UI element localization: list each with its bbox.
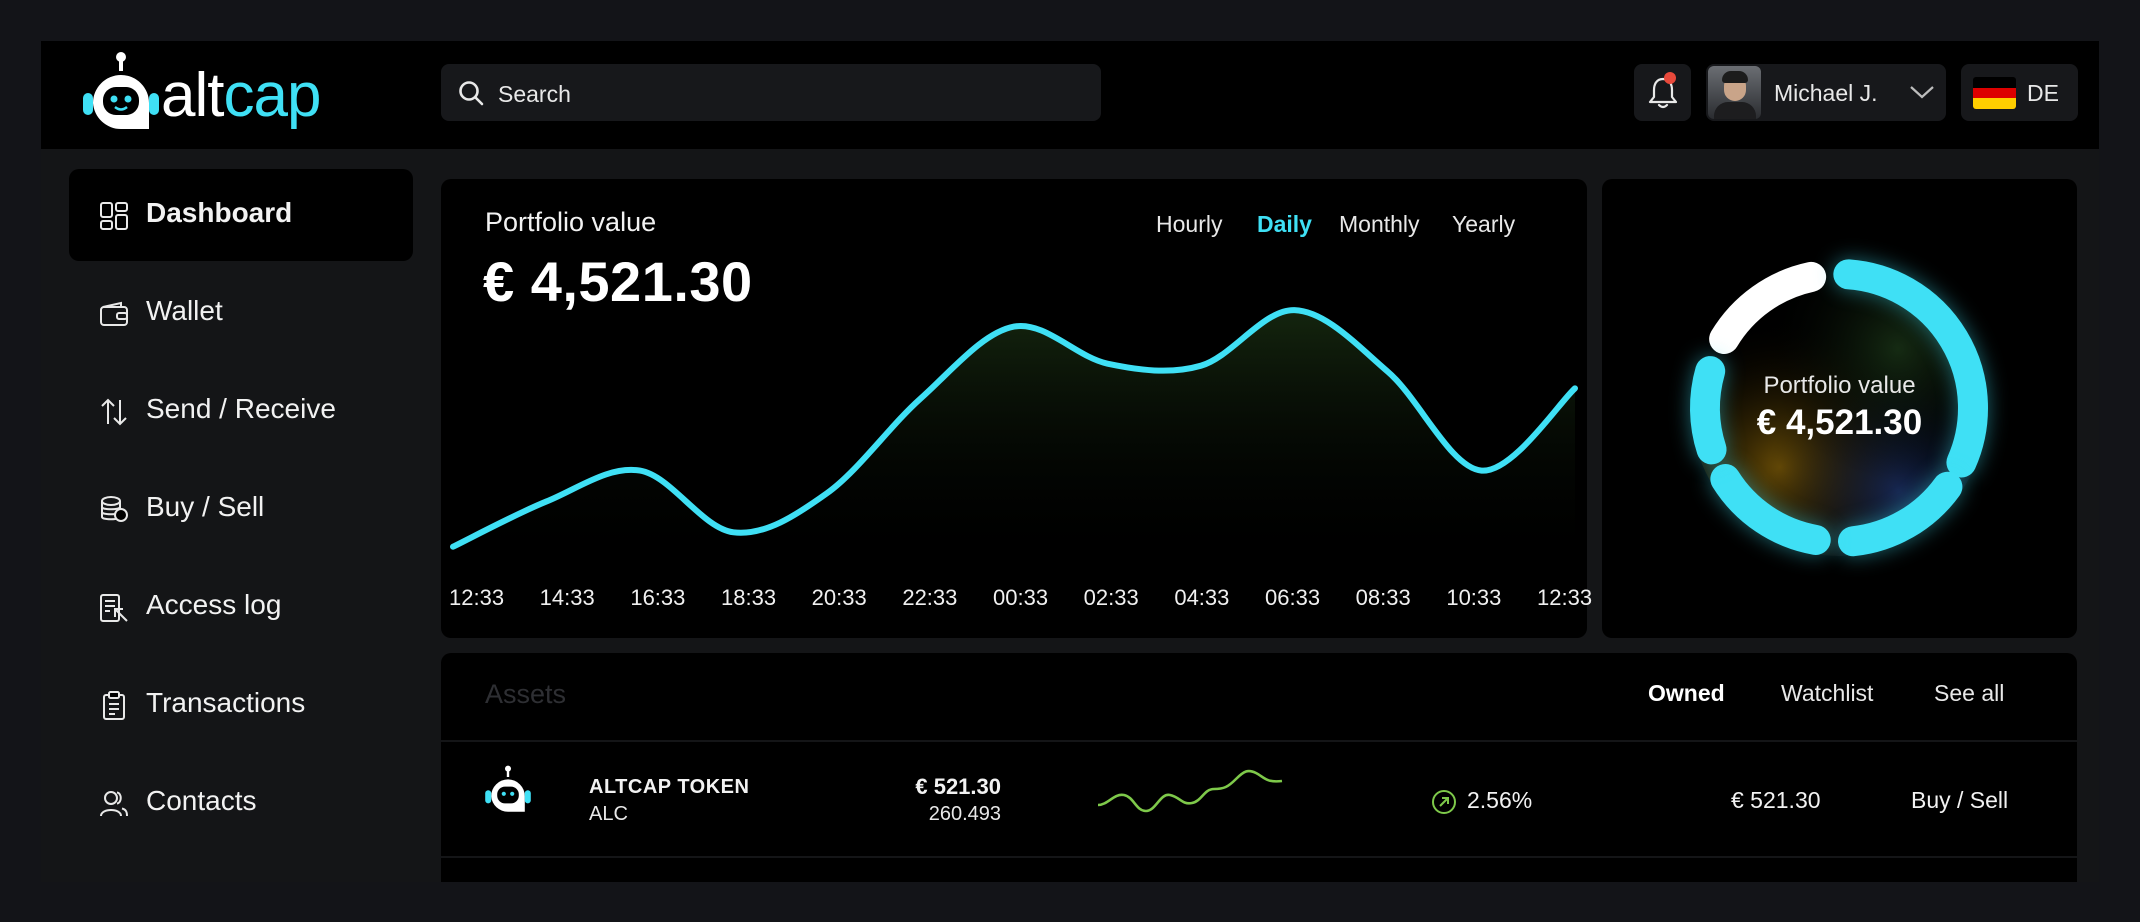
x-tick-label: 16:33 bbox=[630, 585, 686, 610]
donut-center-label: Portfolio value bbox=[1763, 372, 1916, 399]
tab-owned[interactable]: Owned bbox=[1648, 680, 1725, 706]
language-selector[interactable]: DE bbox=[1961, 64, 2078, 121]
x-tick-label: 12:33 bbox=[1537, 585, 1593, 610]
logo-text-part2: cap bbox=[223, 61, 321, 130]
chart-area-fill bbox=[453, 310, 1575, 567]
user-menu[interactable]: Michael J. bbox=[1706, 64, 1946, 121]
x-tick-label: 10:33 bbox=[1446, 585, 1502, 610]
portfolio-donut-chart[interactable] bbox=[1602, 179, 2077, 638]
search-placeholder: Search bbox=[498, 81, 571, 107]
x-tick-label: 00:33 bbox=[993, 585, 1049, 610]
sidebar-item-access-log[interactable]: Access log bbox=[69, 561, 413, 653]
donut-segment bbox=[1833, 259, 1988, 478]
sidebar-item-send-receive[interactable]: Send / Receive bbox=[69, 365, 413, 457]
sidebar-item-label: Wallet bbox=[146, 295, 223, 326]
asset-name: ALTCAP TOKEN bbox=[589, 776, 750, 798]
germany-flag-icon bbox=[1973, 77, 2016, 109]
x-tick-label: 04:33 bbox=[1174, 585, 1230, 610]
sidebar-item-label: Dashboard bbox=[146, 197, 293, 228]
logo-text-part1: alt bbox=[161, 61, 224, 130]
language-code: DE bbox=[2027, 80, 2059, 106]
buy-sell-button[interactable]: Buy / Sell bbox=[1911, 787, 2009, 813]
sidebar-item-wallet[interactable]: Wallet bbox=[69, 267, 413, 359]
wallet-icon bbox=[100, 301, 128, 326]
asset-amount: 260.493 bbox=[928, 803, 1001, 825]
portfolio-value: € 4,521.30 bbox=[483, 250, 753, 313]
app-logo[interactable]: altcap bbox=[81, 51, 341, 141]
users-icon bbox=[100, 791, 128, 817]
notifications-button[interactable] bbox=[1634, 64, 1691, 121]
portfolio-line-chart[interactable] bbox=[441, 179, 1587, 638]
chart-series-line bbox=[450, 307, 1578, 550]
coins-icon bbox=[101, 496, 128, 522]
chevron-down-icon bbox=[1910, 86, 1934, 99]
asset-value: € 521.30 bbox=[1731, 787, 1821, 813]
top-bar: altcap Search Michael J. bbox=[41, 41, 2099, 149]
sidebar-item-dashboard[interactable]: Dashboard bbox=[69, 169, 413, 261]
arrow-up-right-icon bbox=[1432, 790, 1456, 814]
tab-see-all[interactable]: See all bbox=[1934, 680, 2005, 706]
sidebar-item-contacts[interactable]: Contacts bbox=[69, 757, 413, 849]
donut-segment bbox=[1690, 356, 1727, 465]
period-tab-monthly[interactable]: Monthly bbox=[1339, 211, 1420, 237]
x-tick-label: 08:33 bbox=[1355, 585, 1411, 610]
x-tick-label: 22:33 bbox=[902, 585, 958, 610]
portfolio-chart-panel: Portfolio value € 4,521.30 Hourly Daily … bbox=[441, 179, 1592, 638]
robot-logo-icon bbox=[83, 52, 159, 130]
app-window: altcap Search Michael J. bbox=[41, 41, 2099, 882]
avatar bbox=[1708, 66, 1761, 119]
sidebar-item-label: Access log bbox=[146, 589, 282, 620]
period-tab-hourly[interactable]: Hourly bbox=[1156, 211, 1223, 237]
assets-title: Assets bbox=[485, 679, 567, 709]
tab-watchlist[interactable]: Watchlist bbox=[1781, 680, 1874, 706]
donut-center-value: € 4,521.30 bbox=[1756, 403, 1923, 442]
altcap-token-icon bbox=[485, 765, 531, 812]
x-tick-label: 20:33 bbox=[811, 585, 867, 610]
row-divider bbox=[441, 856, 2077, 858]
sidebar: Dashboard Wallet Send / Receive bbox=[41, 149, 441, 882]
dashboard-icon bbox=[100, 202, 128, 230]
x-tick-label: 02:33 bbox=[1083, 585, 1139, 610]
search-input[interactable]: Search bbox=[441, 64, 1101, 121]
period-tab-daily[interactable]: Daily bbox=[1257, 211, 1312, 237]
sidebar-item-buy-sell[interactable]: Buy / Sell bbox=[69, 463, 413, 555]
sidebar-item-transactions[interactable]: Transactions bbox=[69, 659, 413, 751]
sidebar-item-label: Buy / Sell bbox=[146, 491, 265, 522]
x-tick-label: 12:33 bbox=[449, 585, 505, 610]
donut-segment bbox=[1838, 471, 1963, 557]
sidebar-item-label: Transactions bbox=[146, 687, 306, 718]
asset-price: € 521.30 bbox=[915, 774, 1001, 799]
clipboard-icon bbox=[103, 691, 125, 720]
assets-panel: Assets Owned Watchlist See all ALTCAP TO… bbox=[441, 653, 2077, 882]
donut-segment bbox=[1710, 464, 1831, 555]
sidebar-item-label: Send / Receive bbox=[146, 393, 336, 424]
access-log-icon bbox=[100, 594, 128, 622]
asset-sparkline bbox=[1097, 769, 1283, 813]
portfolio-donut-panel: Portfolio value € 4,521.30 bbox=[1602, 179, 2077, 638]
notification-badge bbox=[1664, 72, 1676, 84]
x-tick-label: 06:33 bbox=[1265, 585, 1321, 610]
portfolio-label: Portfolio value bbox=[485, 207, 657, 237]
donut-segment bbox=[1709, 261, 1827, 354]
user-name: Michael J. bbox=[1774, 80, 1878, 106]
x-tick-label: 18:33 bbox=[721, 585, 777, 610]
asset-change: 2.56% bbox=[1467, 787, 1533, 813]
asset-symbol: ALC bbox=[589, 803, 628, 825]
sidebar-item-label: Contacts bbox=[146, 785, 257, 816]
x-tick-label: 14:33 bbox=[539, 585, 595, 610]
row-divider bbox=[441, 740, 2077, 742]
search-icon bbox=[459, 81, 484, 106]
send-receive-icon bbox=[101, 398, 127, 426]
period-tab-yearly[interactable]: Yearly bbox=[1452, 211, 1516, 237]
